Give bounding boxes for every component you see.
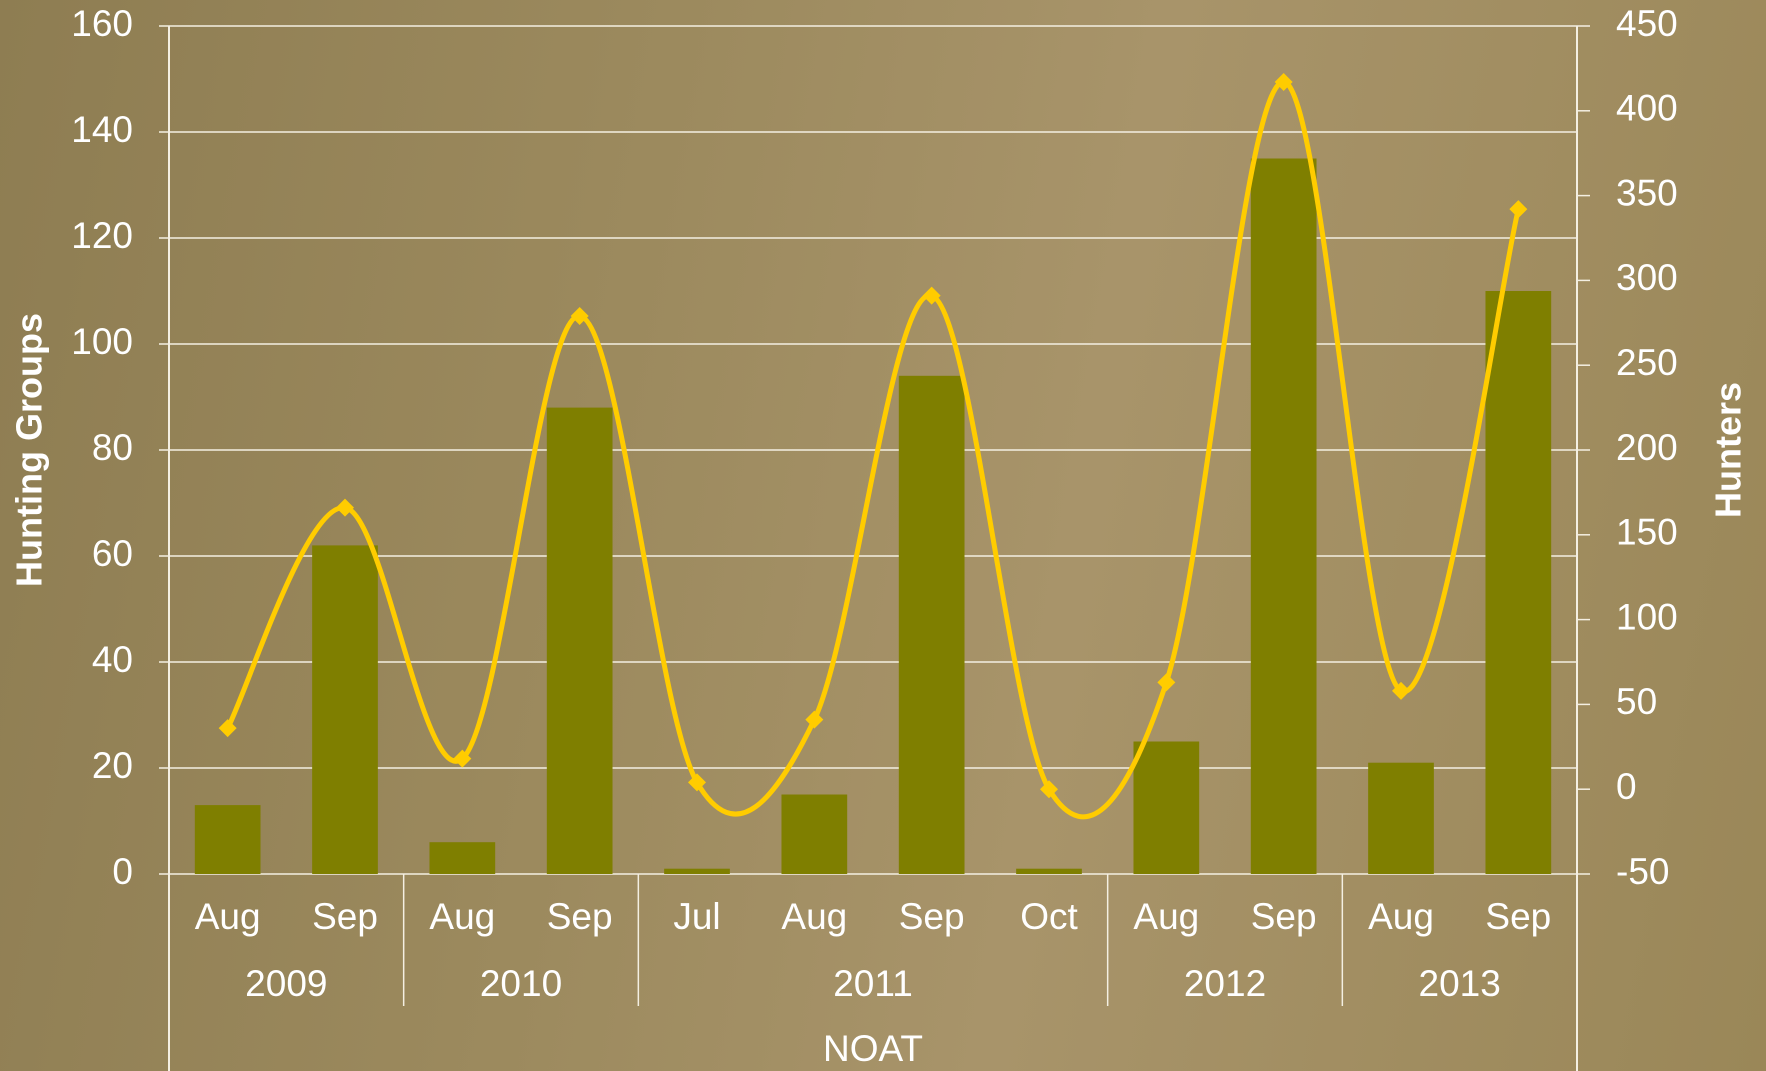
x-group-label: 2011	[833, 963, 913, 1004]
y2-tick-label: 0	[1616, 766, 1637, 807]
bar	[195, 805, 261, 874]
bar	[1251, 159, 1317, 875]
y2-tick-label: 200	[1616, 427, 1678, 468]
x-tick-label: Aug	[429, 896, 495, 937]
x-tick-label: Aug	[1368, 896, 1434, 937]
y-axis-title: Hunting Groups	[9, 313, 50, 587]
x-group-label: 2013	[1419, 963, 1501, 1004]
bar	[312, 545, 378, 874]
page: Hunting Groups Hunters NOAT 0 20 40 60 80 100…	[0, 0, 1766, 1071]
x-group-label: 2009	[245, 963, 327, 1004]
bar	[1368, 763, 1434, 874]
bar	[899, 376, 965, 874]
y-tick-label: 60	[92, 533, 133, 574]
y2-tick-label: 400	[1616, 88, 1678, 129]
y-tick-label: 0	[112, 851, 133, 892]
y-tick-label: 20	[92, 745, 133, 786]
x-tick-label: Oct	[1020, 896, 1078, 937]
x-group-label: 2012	[1184, 963, 1266, 1004]
y-tick-label: 160	[71, 3, 133, 44]
y-tick-label: 40	[92, 639, 133, 680]
x-tick-label: Sep	[899, 896, 965, 937]
bar	[1016, 869, 1082, 874]
y2-tick-label: 450	[1616, 3, 1678, 44]
y-tick-label: 100	[71, 321, 133, 362]
bar	[429, 842, 495, 874]
bar	[1485, 291, 1551, 874]
x-tick-label: Sep	[312, 896, 378, 937]
x-axis-title: NOAT	[823, 1028, 923, 1069]
y2-tick-label: 50	[1616, 681, 1657, 722]
chart: Hunting Groups Hunters NOAT 0 20 40 60 80 100…	[0, 0, 1766, 1071]
x-tick-label: Sep	[1251, 896, 1317, 937]
y2-tick-label: 150	[1616, 512, 1678, 553]
x-tick-label: Jul	[673, 896, 720, 937]
y2-tick-label: 100	[1616, 596, 1678, 637]
bar	[547, 408, 613, 874]
x-tick-label: Aug	[781, 896, 847, 937]
marker	[1509, 200, 1527, 218]
x-group-label: 2010	[480, 963, 562, 1004]
y-tick-label: 140	[71, 109, 133, 150]
y2-tick-label: 250	[1616, 342, 1678, 383]
marker	[1157, 673, 1175, 691]
x-tick-label: Aug	[1133, 896, 1199, 937]
y-tick-label: 120	[71, 215, 133, 256]
x-tick-label: Sep	[1485, 896, 1551, 937]
bar	[1133, 742, 1199, 875]
y2-tick-label: 300	[1616, 257, 1678, 298]
x-tick-label: Aug	[195, 896, 261, 937]
y-tick-label: 80	[92, 427, 133, 468]
y2-tick-label: 350	[1616, 172, 1678, 213]
y2-axis-title: Hunters	[1708, 382, 1749, 518]
x-tick-label: Sep	[547, 896, 613, 937]
marker	[805, 711, 823, 729]
y2-tick-label: -50	[1616, 851, 1669, 892]
bar	[664, 869, 730, 874]
bar	[781, 795, 847, 875]
marker	[219, 719, 237, 737]
